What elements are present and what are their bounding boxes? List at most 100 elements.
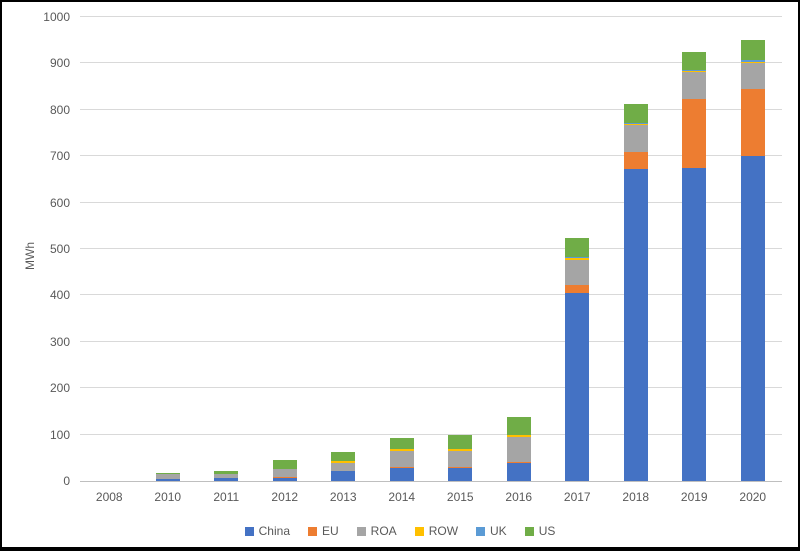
x-axis-label: 2020 — [739, 490, 767, 504]
bar-segment-china-2013 — [331, 471, 356, 481]
bar-segment-roa-2020 — [740, 63, 765, 90]
gridline — [80, 248, 782, 249]
gridline — [80, 108, 782, 110]
y-axis-label: 0 — [63, 474, 70, 488]
x-axis-label: 2017 — [563, 490, 591, 504]
bar-segment-uk-2017 — [565, 257, 590, 259]
gridline — [80, 294, 782, 296]
bar-segment-row-2015 — [448, 449, 473, 451]
plot-area — [80, 16, 782, 482]
y-axis-label: 1000 — [43, 10, 70, 24]
bar-segment-uk-2018 — [623, 122, 648, 124]
bar-segment-roa-2019 — [682, 72, 707, 100]
gridline — [80, 201, 782, 203]
bar-segment-row-2013 — [331, 460, 356, 463]
bar-segment-eu-2016 — [506, 461, 531, 464]
bar-segment-china-2014 — [389, 468, 414, 481]
bar-segment-eu-2015 — [448, 466, 473, 469]
bar-2019 — [682, 51, 707, 481]
bar-segment-eu-2018 — [623, 151, 648, 169]
x-axis-label: 2014 — [388, 490, 416, 504]
gridline — [80, 155, 782, 157]
bar-segment-china-2019 — [682, 167, 707, 481]
bar-segment-row-2014 — [389, 449, 414, 451]
bar-2011 — [214, 470, 239, 481]
legend-item-eu: EU — [308, 524, 339, 538]
bar-segment-china-2015 — [448, 468, 473, 481]
legend-label: US — [538, 524, 556, 538]
x-axis-label: 2008 — [95, 490, 123, 504]
bar-2016 — [506, 417, 531, 481]
bar-2018 — [623, 103, 648, 481]
legend-swatch-us — [524, 526, 534, 536]
y-axis-label: 200 — [49, 381, 70, 396]
bar-segment-us-2016 — [506, 417, 531, 435]
gridline — [80, 433, 782, 435]
bar-segment-china-2010 — [155, 479, 180, 481]
y-axis-label: 100 — [49, 427, 70, 442]
bar-segment-china-2017 — [565, 292, 590, 481]
bar-segment-china-2018 — [623, 168, 648, 481]
legend-item-china: China — [244, 524, 290, 538]
legend-swatch-china — [244, 526, 254, 536]
x-axis-label: 2015 — [446, 490, 474, 504]
legend-label: EU — [322, 524, 339, 538]
bar-segment-row-2016 — [506, 435, 531, 438]
bar-segment-roa-2014 — [389, 450, 414, 468]
gridline — [80, 16, 782, 17]
bar-segment-us-2013 — [331, 451, 356, 461]
bar-segment-china-2011 — [214, 478, 239, 481]
legend-swatch-uk — [476, 526, 486, 536]
bar-2010 — [155, 473, 180, 481]
bar-segment-roa-2017 — [565, 259, 590, 285]
y-axis-label: 600 — [49, 195, 70, 210]
legend-swatch-row — [414, 526, 424, 536]
bar-2012 — [272, 459, 297, 481]
bar-2017 — [565, 237, 590, 481]
y-axis-label: 400 — [49, 288, 70, 303]
gridline — [80, 62, 782, 64]
legend-label: China — [258, 524, 290, 538]
bar-segment-roa-2015 — [448, 450, 473, 467]
bar-segment-china-2012 — [272, 477, 297, 481]
bar-segment-eu-2020 — [740, 89, 765, 157]
legend: China EU ROA ROW UK US — [2, 524, 798, 538]
bar-segment-china-2016 — [506, 463, 531, 481]
bar-segment-roa-2011 — [214, 474, 239, 478]
legend-item-row: ROW — [414, 524, 459, 538]
x-axis-label: 2016 — [505, 490, 533, 504]
y-axis-label: 300 — [49, 334, 70, 349]
legend-item-uk: UK — [476, 524, 507, 538]
bar-segment-us-2020 — [740, 40, 765, 60]
legend-swatch-roa — [356, 526, 366, 536]
bar-segment-us-2018 — [623, 103, 648, 123]
bar-segment-eu-2019 — [682, 99, 707, 168]
bar-segment-us-2010 — [155, 473, 180, 475]
x-axis-label: 2011 — [213, 490, 240, 504]
x-axis-label: 2019 — [680, 490, 708, 504]
legend-item-us: US — [524, 524, 556, 538]
x-axis-label: 2012 — [271, 490, 299, 504]
bar-segment-row-2018 — [623, 123, 648, 126]
legend-item-roa: ROA — [356, 524, 397, 538]
bar-segment-us-2017 — [565, 237, 590, 258]
bar-segment-eu-2017 — [565, 284, 590, 293]
y-axis-label: 700 — [49, 149, 70, 164]
gridline — [80, 387, 782, 389]
bar-segment-row-2019 — [682, 71, 707, 73]
bar-2013 — [331, 451, 356, 481]
bar-2020 — [740, 40, 765, 481]
bar-2014 — [389, 437, 414, 481]
y-axis-label: 500 — [49, 242, 70, 256]
bar-segment-china-2020 — [740, 156, 765, 481]
x-axis-label: 2018 — [622, 490, 650, 504]
x-axis-label: 2013 — [329, 490, 357, 504]
bar-segment-uk-2019 — [682, 70, 707, 72]
bar-segment-us-2019 — [682, 51, 707, 71]
legend-label: ROW — [428, 524, 459, 538]
bar-segment-row-2017 — [565, 258, 590, 260]
bar-segment-eu-2014 — [389, 467, 414, 469]
bar-segment-us-2012 — [272, 459, 297, 469]
legend-swatch-eu — [308, 526, 317, 536]
gridline — [80, 340, 782, 342]
